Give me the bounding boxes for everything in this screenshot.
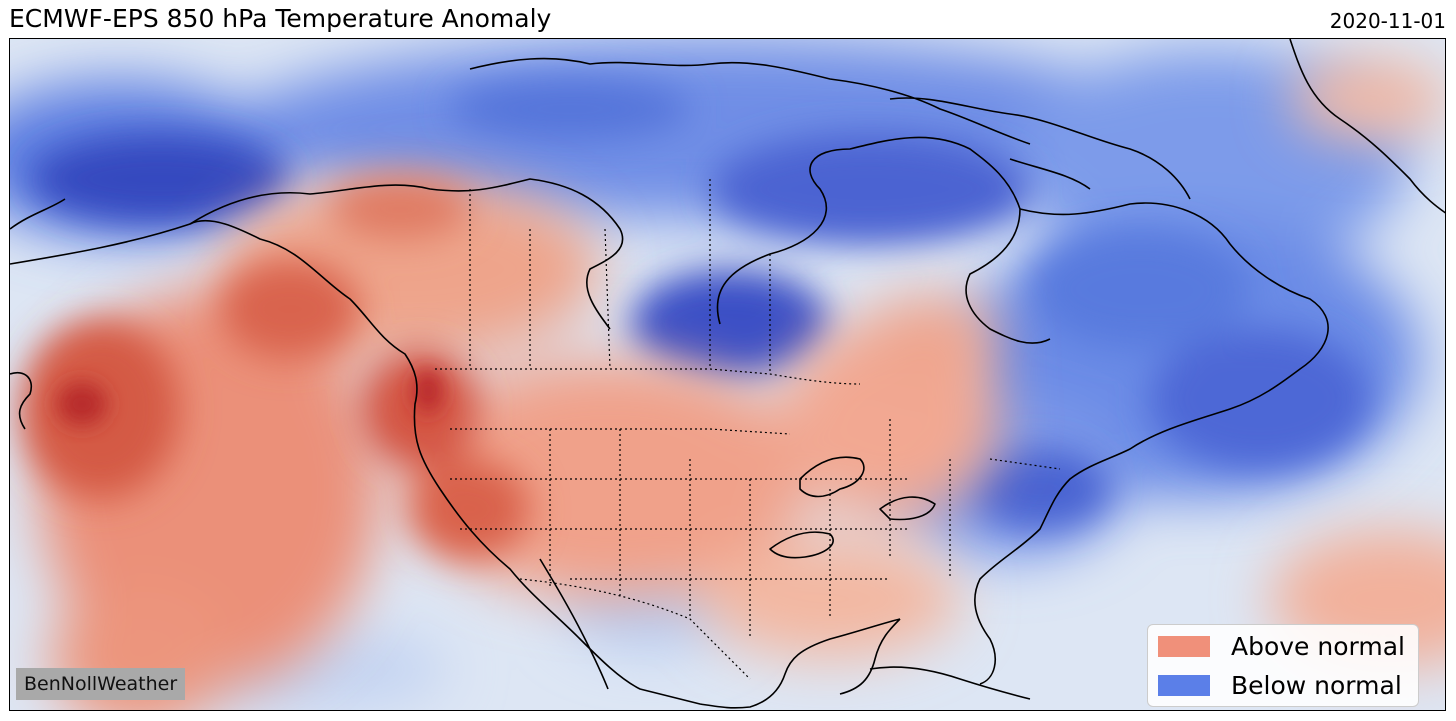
- us-canada-border: [435, 368, 861, 385]
- legend-item-below: Below normal: [1158, 670, 1402, 700]
- legend-label-above: Above normal: [1231, 631, 1405, 661]
- strong-cold-anomaly: [30, 79, 1370, 529]
- coastline-arctic: [189, 178, 624, 330]
- coastline-baja: [539, 558, 609, 690]
- coastline-greenland: [1289, 39, 1445, 214]
- great-lakes: [799, 456, 865, 498]
- map-title: ECMWF-EPS 850 hPa Temperature Anomaly: [9, 4, 552, 33]
- legend-swatch-above: [1158, 635, 1210, 657]
- coastline-west: [10, 219, 901, 709]
- coastlines: [10, 39, 1445, 709]
- coastline-caribbean: [869, 666, 1031, 700]
- legend-label-below: Below normal: [1231, 670, 1402, 700]
- coastline-hudson-bay: [716, 136, 1051, 344]
- coastline-arctic-islands: [469, 57, 1031, 145]
- legend-swatch-below: [1158, 674, 1210, 696]
- legend-item-above: Above normal: [1158, 631, 1405, 661]
- peak-warm-anomaly: [57, 369, 442, 426]
- political-borders: [435, 179, 1061, 680]
- coastline-gulf: [839, 618, 901, 695]
- coastline-east: [974, 202, 1329, 685]
- credit-watermark: BenNollWeather: [16, 668, 186, 700]
- valid-date: 2020-11-01: [1329, 9, 1446, 33]
- coastline-aleutians: [10, 372, 32, 430]
- legend: Above normal Below normal: [1147, 624, 1419, 707]
- us-mexico-border: [519, 578, 751, 680]
- anomaly-map: [9, 38, 1446, 711]
